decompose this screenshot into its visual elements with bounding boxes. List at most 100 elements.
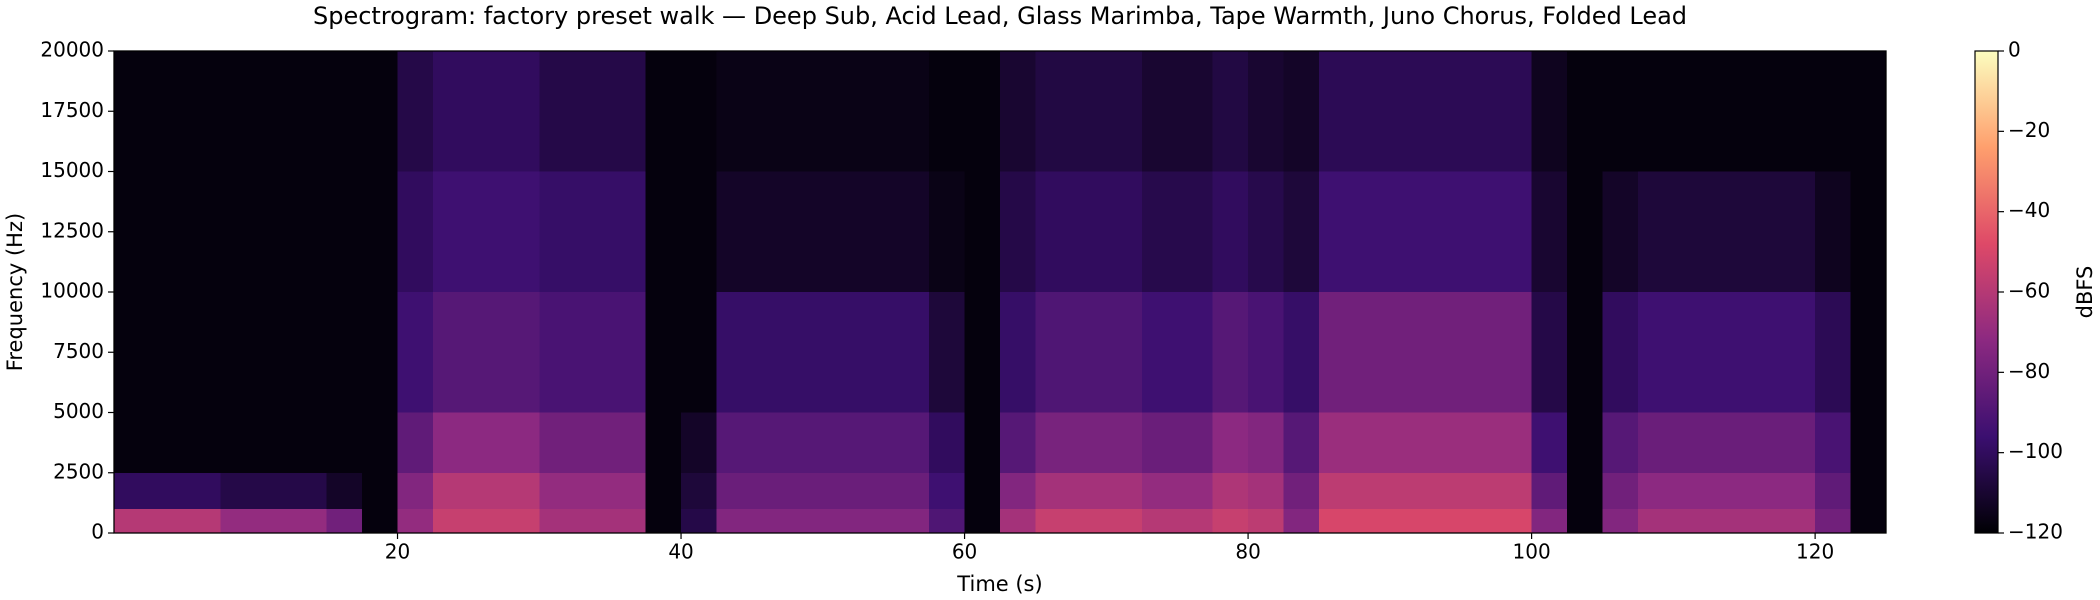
spectrogram-cell — [1070, 472, 1107, 509]
spectrogram-cell — [1354, 292, 1391, 413]
colorbar-tick-label: −100 — [2008, 439, 2063, 463]
spectrogram-cell — [1389, 51, 1426, 172]
spectrogram-cell — [1815, 508, 1852, 533]
spectrogram-cell — [220, 472, 257, 509]
spectrogram-cell — [610, 508, 647, 533]
spectrogram-cell — [929, 412, 966, 473]
spectrogram-cell — [1708, 171, 1745, 292]
spectrogram-cell — [1212, 508, 1249, 533]
spectrogram-cell — [539, 292, 576, 413]
spectrogram-cell — [220, 508, 257, 533]
spectrogram-cell — [468, 472, 505, 509]
y-tick-label: 5000 — [53, 399, 104, 423]
spectrogram-cell — [1212, 51, 1249, 172]
spectrogram-cell — [468, 292, 505, 413]
spectrogram-cell — [326, 508, 363, 533]
spectrogram-cell — [645, 171, 682, 292]
y-tick-label: 15000 — [40, 158, 104, 182]
x-tick-label: 80 — [1235, 540, 1260, 564]
spectrogram-cell — [1177, 472, 1214, 509]
spectrogram-cell — [1354, 171, 1391, 292]
spectrogram-cell — [1248, 412, 1285, 473]
spectrogram-cell — [716, 472, 753, 509]
spectrogram-cell — [1248, 508, 1285, 533]
spectrogram-cell — [858, 51, 895, 172]
spectrogram-cell — [751, 472, 788, 509]
spectrogram-cell — [645, 292, 682, 413]
y-tick-label: 0 — [91, 520, 104, 544]
spectrogram-cell — [787, 472, 824, 509]
spectrogram-cell — [1673, 412, 1710, 473]
spectrogram-cell — [539, 508, 576, 533]
spectrogram-cell — [929, 51, 966, 172]
spectrogram-cell — [1567, 292, 1603, 413]
spectrogram-cell — [220, 51, 257, 172]
spectrogram-cell — [610, 171, 647, 292]
colorbar-tick-label: −120 — [2008, 520, 2063, 544]
spectrogram-cell — [822, 51, 859, 172]
spectrogram-cell — [1354, 51, 1391, 172]
spectrogram-cell — [362, 412, 399, 473]
spectrogram-cell — [1567, 412, 1603, 473]
x-tick-label: 20 — [385, 540, 410, 564]
spectrogram-cell — [1815, 412, 1852, 473]
x-tick-label: 60 — [952, 540, 977, 564]
spectrogram-cell — [681, 412, 717, 473]
spectrogram-cell — [432, 412, 469, 473]
spectrogram-cell — [362, 292, 399, 413]
x-tick-label: 120 — [1796, 540, 1834, 564]
spectrogram-cell — [964, 472, 1001, 509]
spectrogram-cell — [858, 292, 895, 413]
spectrogram-cell — [1389, 508, 1426, 533]
spectrogram-cell — [964, 508, 1001, 533]
spectrogram-cell — [893, 508, 930, 533]
spectrogram-cell — [1567, 508, 1603, 533]
spectrogram-cell — [255, 412, 292, 473]
spectrogram-cell — [1106, 508, 1143, 533]
spectrogram-cell — [1602, 472, 1639, 509]
spectrogram-cell — [964, 412, 1001, 473]
spectrogram-cell — [184, 472, 221, 509]
spectrogram-cell — [574, 472, 611, 509]
spectrogram-cell — [1248, 292, 1285, 413]
spectrogram-cell — [1496, 292, 1533, 413]
colorbar-tick-label: −80 — [2008, 359, 2050, 383]
spectrogram-cell — [291, 51, 328, 172]
spectrogram-cell — [1035, 508, 1072, 533]
spectrogram-cell — [1354, 412, 1391, 473]
spectrogram-cell — [610, 292, 647, 413]
spectrogram-cell — [184, 412, 221, 473]
spectrogram-cell — [1637, 472, 1674, 509]
spectrogram-cell — [1035, 171, 1072, 292]
spectrogram-cell — [1850, 51, 1887, 172]
spectrogram-cell — [1815, 171, 1852, 292]
spectrogram-cell — [574, 171, 611, 292]
spectrogram-cell — [1460, 412, 1497, 473]
spectrogram-cell — [822, 412, 859, 473]
spectrogram-cell — [893, 51, 930, 172]
y-tick-label: 12500 — [40, 218, 104, 242]
spectrogram-cell — [291, 292, 328, 413]
spectrogram-cell — [1779, 472, 1816, 509]
spectrogram-cell — [574, 508, 611, 533]
spectrogram-cell — [1141, 171, 1178, 292]
spectrogram-cell — [787, 508, 824, 533]
spectrogram-cell — [681, 292, 717, 413]
spectrogram-cell — [1850, 171, 1887, 292]
spectrogram-cell — [1141, 508, 1178, 533]
spectrogram-cell — [1106, 412, 1143, 473]
spectrogram-cell — [432, 508, 469, 533]
spectrogram-cell — [1283, 171, 1320, 292]
spectrogram-cell — [858, 472, 895, 509]
spectrogram-cell — [539, 412, 576, 473]
spectrogram-cell — [1000, 412, 1036, 473]
spectrogram-cell — [432, 51, 469, 172]
spectrogram-cell — [929, 472, 966, 509]
spectrogram-cell — [1708, 412, 1745, 473]
spectrogram-cell — [503, 171, 540, 292]
spectrogram-cell — [291, 171, 328, 292]
spectrogram-cell — [184, 292, 221, 413]
spectrogram-cell — [255, 508, 292, 533]
spectrogram-cell — [468, 171, 505, 292]
